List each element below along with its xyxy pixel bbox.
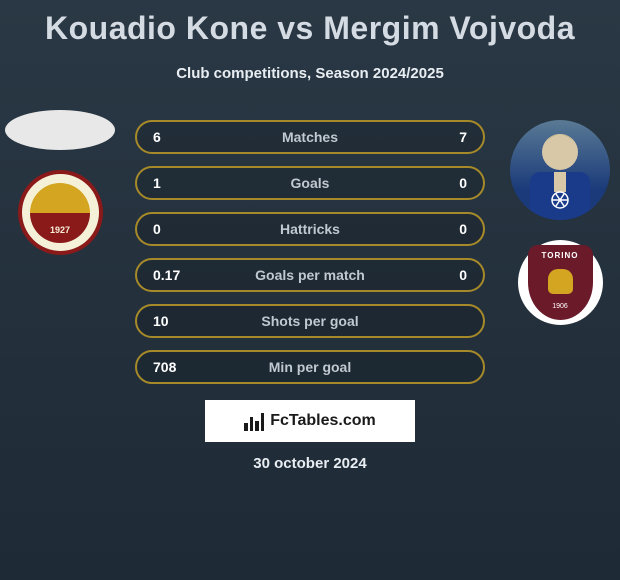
stat-row: 0.17 Goals per match 0 <box>135 258 485 292</box>
stat-row: 708 Min per goal <box>135 350 485 384</box>
left-column: 1927 <box>0 120 120 255</box>
subtitle: Club competitions, Season 2024/2025 <box>0 65 620 82</box>
stat-label: Goals <box>291 175 330 191</box>
chart-bars-icon <box>244 411 264 431</box>
torino-year: 1906 <box>552 303 568 310</box>
stat-left-value: 10 <box>153 313 193 329</box>
torino-crest-inner: TORINO 1906 <box>528 245 593 320</box>
stat-right-value: 0 <box>427 221 467 237</box>
stat-label: Shots per goal <box>261 313 358 329</box>
stat-row: 1 Goals 0 <box>135 166 485 200</box>
date-label: 30 october 2024 <box>253 455 366 472</box>
stat-row: 6 Matches 7 <box>135 120 485 154</box>
stat-right-value: 7 <box>427 129 467 145</box>
roma-year: 1927 <box>50 225 70 235</box>
stat-right-value: 0 <box>427 267 467 283</box>
right-column: TORINO 1906 <box>500 120 620 325</box>
stat-left-value: 1 <box>153 175 193 191</box>
stat-row: 0 Hattricks 0 <box>135 212 485 246</box>
stat-label: Matches <box>282 129 338 145</box>
player-silhouette-icon <box>510 120 610 220</box>
stat-label: Hattricks <box>280 221 340 237</box>
club-crest-roma: 1927 <box>18 170 103 255</box>
stat-left-value: 708 <box>153 359 193 375</box>
stat-left-value: 0.17 <box>153 267 193 283</box>
branding-badge: FcTables.com <box>205 400 415 442</box>
stat-right-value: 0 <box>427 175 467 191</box>
stats-table: 6 Matches 7 1 Goals 0 0 Hattricks 0 0.17… <box>135 120 485 384</box>
roma-crest-inner: 1927 <box>30 183 90 243</box>
torino-label: TORINO <box>542 251 579 260</box>
stat-left-value: 6 <box>153 129 193 145</box>
stat-left-value: 0 <box>153 221 193 237</box>
torino-bull-icon <box>548 269 573 294</box>
club-crest-torino: TORINO 1906 <box>518 240 603 325</box>
branding-text: FcTables.com <box>270 412 376 430</box>
player-photo-left <box>5 110 115 150</box>
stat-row: 10 Shots per goal <box>135 304 485 338</box>
page-title: Kouadio Kone vs Mergim Vojvoda <box>0 0 620 47</box>
stat-label: Min per goal <box>269 359 351 375</box>
player-photo-right <box>510 120 610 220</box>
stat-label: Goals per match <box>255 267 365 283</box>
